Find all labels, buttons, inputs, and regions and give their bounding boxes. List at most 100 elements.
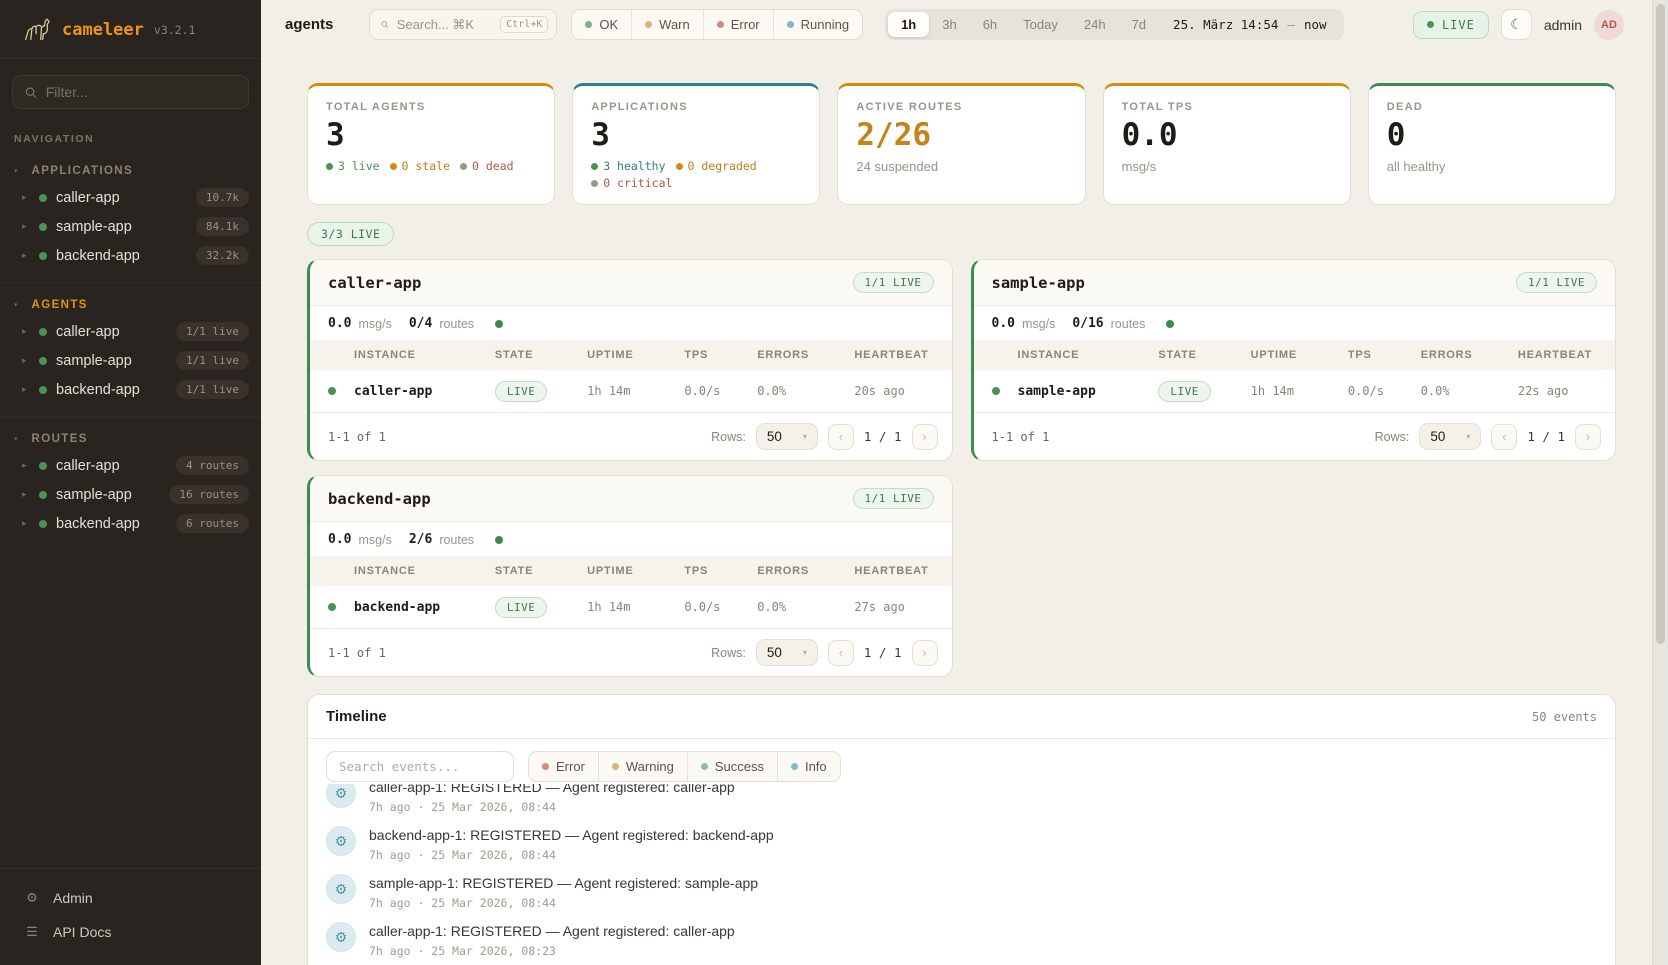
chevron-right-icon: ▸ (22, 518, 27, 528)
item-badge: 10.7k (195, 188, 249, 207)
page-indicator: 1 / 1 (1527, 429, 1565, 445)
page-indicator: 1 / 1 (863, 645, 902, 661)
range-today[interactable]: Today (1023, 17, 1058, 32)
success-dot (700, 763, 708, 771)
app-card-title: caller-app (328, 273, 422, 292)
sidebar-item-caller-app-routes[interactable]: ▸ caller-app 4 routes (0, 451, 261, 480)
instance-status-dot (328, 387, 336, 396)
table-row[interactable]: sample-app LIVE 1h 14m 0.0/s 0.0% 22s ag… (973, 370, 1615, 414)
prev-page-button[interactable]: ‹ (827, 423, 854, 450)
username: admin (1543, 16, 1582, 33)
event-item[interactable]: ⚙ caller-app-1: REGISTERED — Agent regis… (326, 784, 1597, 820)
event-item[interactable]: ⚙ caller-app-1: REGISTERED — Agent regis… (326, 916, 1597, 964)
section-label: AGENTS (31, 299, 88, 311)
search-icon (381, 21, 389, 28)
event-item[interactable]: ⚙ sample-app-1: REGISTERED — Agent regis… (326, 868, 1597, 916)
range-6h[interactable]: 6h (982, 17, 998, 32)
item-label: backend-app (56, 515, 140, 532)
chevron-right-icon: ▸ (22, 250, 27, 260)
table-row[interactable]: backend-app LIVE 1h 14m 0.0/s 0.0% 27s a… (310, 586, 952, 630)
filter-chip-success[interactable]: Success (686, 752, 777, 782)
next-page-button[interactable]: › (1575, 423, 1601, 450)
stat-card-dead: DEAD 0 all healthy (1367, 83, 1616, 206)
section-header-routes[interactable]: ▾ ROUTES (0, 427, 261, 451)
health-dot (1166, 319, 1175, 328)
range-1h[interactable]: 1h (888, 12, 930, 37)
chevron-right-icon: ▸ (22, 192, 27, 202)
chevron-right-icon: ▸ (22, 355, 27, 365)
section-label: ROUTES (31, 433, 88, 445)
prev-page-button[interactable]: ‹ (827, 639, 854, 666)
gear-event-icon: ⚙ (326, 826, 356, 857)
stat-value: 0 (1386, 117, 1406, 153)
rows-label: Rows: (1374, 429, 1410, 444)
global-search[interactable]: Ctrl+K (369, 9, 558, 40)
item-label: backend-app (56, 381, 140, 398)
filter-chip-warn[interactable]: Warn (631, 10, 703, 39)
dark-mode-toggle[interactable]: ☾ (1500, 9, 1532, 40)
event-search[interactable] (326, 751, 514, 783)
rows-label: Rows: (711, 645, 746, 660)
table-row[interactable]: caller-app LIVE 1h 14m 0.0/s 0.0% 20s ag… (310, 370, 952, 414)
scrollbar-thumb[interactable] (1656, 4, 1665, 644)
sidebar-admin-link[interactable]: ⚙ Admin (0, 881, 261, 915)
chevron-down-icon: ▾ (802, 648, 807, 658)
gear-event-icon: ⚙ (326, 922, 356, 953)
topbar-right: LIVE ☾ admin AD (1412, 9, 1624, 40)
filter-chip-info[interactable]: Info (776, 752, 840, 782)
sidebar-item-sample-app-agent[interactable]: ▸ sample-app 1/1 live (0, 346, 261, 375)
filter-chip-ok[interactable]: OK (572, 10, 631, 39)
rows-per-page-select[interactable]: 50 ▾ (755, 639, 818, 667)
app-card-backend-app: backend-app 1/1 LIVE 0.0 msg/s 2/6 route… (307, 475, 953, 678)
table-header: INSTANCE STATE UPTIME TPS ERRORS HEARTBE… (310, 556, 952, 587)
sidebar-api-docs-link[interactable]: ☰ API Docs (0, 915, 261, 949)
stat-card-total-tps: TOTAL TPS 0.0 msg/s (1102, 83, 1351, 206)
chip-label: Warn (659, 17, 690, 32)
filter-chip-error[interactable]: Error (702, 10, 773, 39)
rows-per-page-select[interactable]: 50 ▾ (755, 423, 818, 451)
logo[interactable]: cameleer v3.2.1 (0, 0, 261, 59)
live-count-badge: 1/1 LIVE (1516, 272, 1597, 294)
next-page-button[interactable]: › (911, 639, 938, 666)
sidebar-item-sample-app[interactable]: ▸ sample-app 84.1k (0, 212, 261, 241)
range-24h[interactable]: 24h (1083, 17, 1106, 32)
stat-value: 3 (591, 117, 610, 153)
event-search-input[interactable] (339, 759, 501, 775)
item-label: caller-app (56, 323, 120, 340)
range-3h[interactable]: 3h (942, 17, 957, 32)
sidebar-filter-input[interactable] (45, 84, 236, 100)
status-dot (39, 193, 47, 202)
section-header-applications[interactable]: ▾ APPLICATIONS (0, 159, 261, 183)
sidebar-item-sample-app-routes[interactable]: ▸ sample-app 16 routes (0, 480, 261, 509)
chevron-right-icon: ▸ (22, 221, 27, 231)
sidebar-item-backend-app[interactable]: ▸ backend-app 32.2k (0, 241, 261, 270)
rows-per-page-select[interactable]: 50 ▾ (1419, 423, 1482, 451)
sidebar-item-backend-app-agent[interactable]: ▸ backend-app 1/1 live (0, 375, 261, 404)
scrollbar[interactable] (1652, 0, 1668, 965)
stat-label: DEAD (1386, 101, 1424, 113)
filter-chip-running[interactable]: Running (772, 10, 862, 39)
filter-chip-warning[interactable]: Warning (597, 752, 687, 782)
global-search-input[interactable] (396, 17, 493, 32)
sidebar-item-caller-app-agent[interactable]: ▸ caller-app 1/1 live (0, 317, 261, 346)
live-status-badge[interactable]: LIVE (1412, 10, 1489, 39)
event-list[interactable]: ⚙ caller-app-1: REGISTERED — Agent regis… (308, 784, 1615, 965)
section-header-agents[interactable]: ▾ AGENTS (0, 293, 261, 317)
range-7d[interactable]: 7d (1131, 17, 1147, 32)
item-label: sample-app (56, 486, 132, 503)
shortcut-kbd: Ctrl+K (500, 16, 549, 33)
avatar[interactable]: AD (1594, 9, 1624, 40)
sidebar-footer: ⚙ Admin ☰ API Docs (0, 868, 261, 965)
sidebar-item-caller-app[interactable]: ▸ caller-app 10.7k (0, 183, 261, 212)
prev-page-button[interactable]: ‹ (1491, 423, 1518, 450)
stat-subtext: 24 suspended (856, 159, 939, 175)
sidebar-filter[interactable] (12, 75, 249, 109)
stat-value: 2/26 (856, 117, 932, 153)
next-page-button[interactable]: › (911, 423, 938, 450)
filter-chip-error[interactable]: Error (529, 752, 598, 781)
sidebar-item-backend-app-routes[interactable]: ▸ backend-app 6 routes (0, 509, 261, 538)
health-dot (495, 319, 504, 328)
event-item[interactable]: ⚙ backend-app-1: REGISTERED — Agent regi… (326, 820, 1597, 868)
chip-label: Running (800, 17, 850, 32)
running-dot (786, 21, 794, 28)
